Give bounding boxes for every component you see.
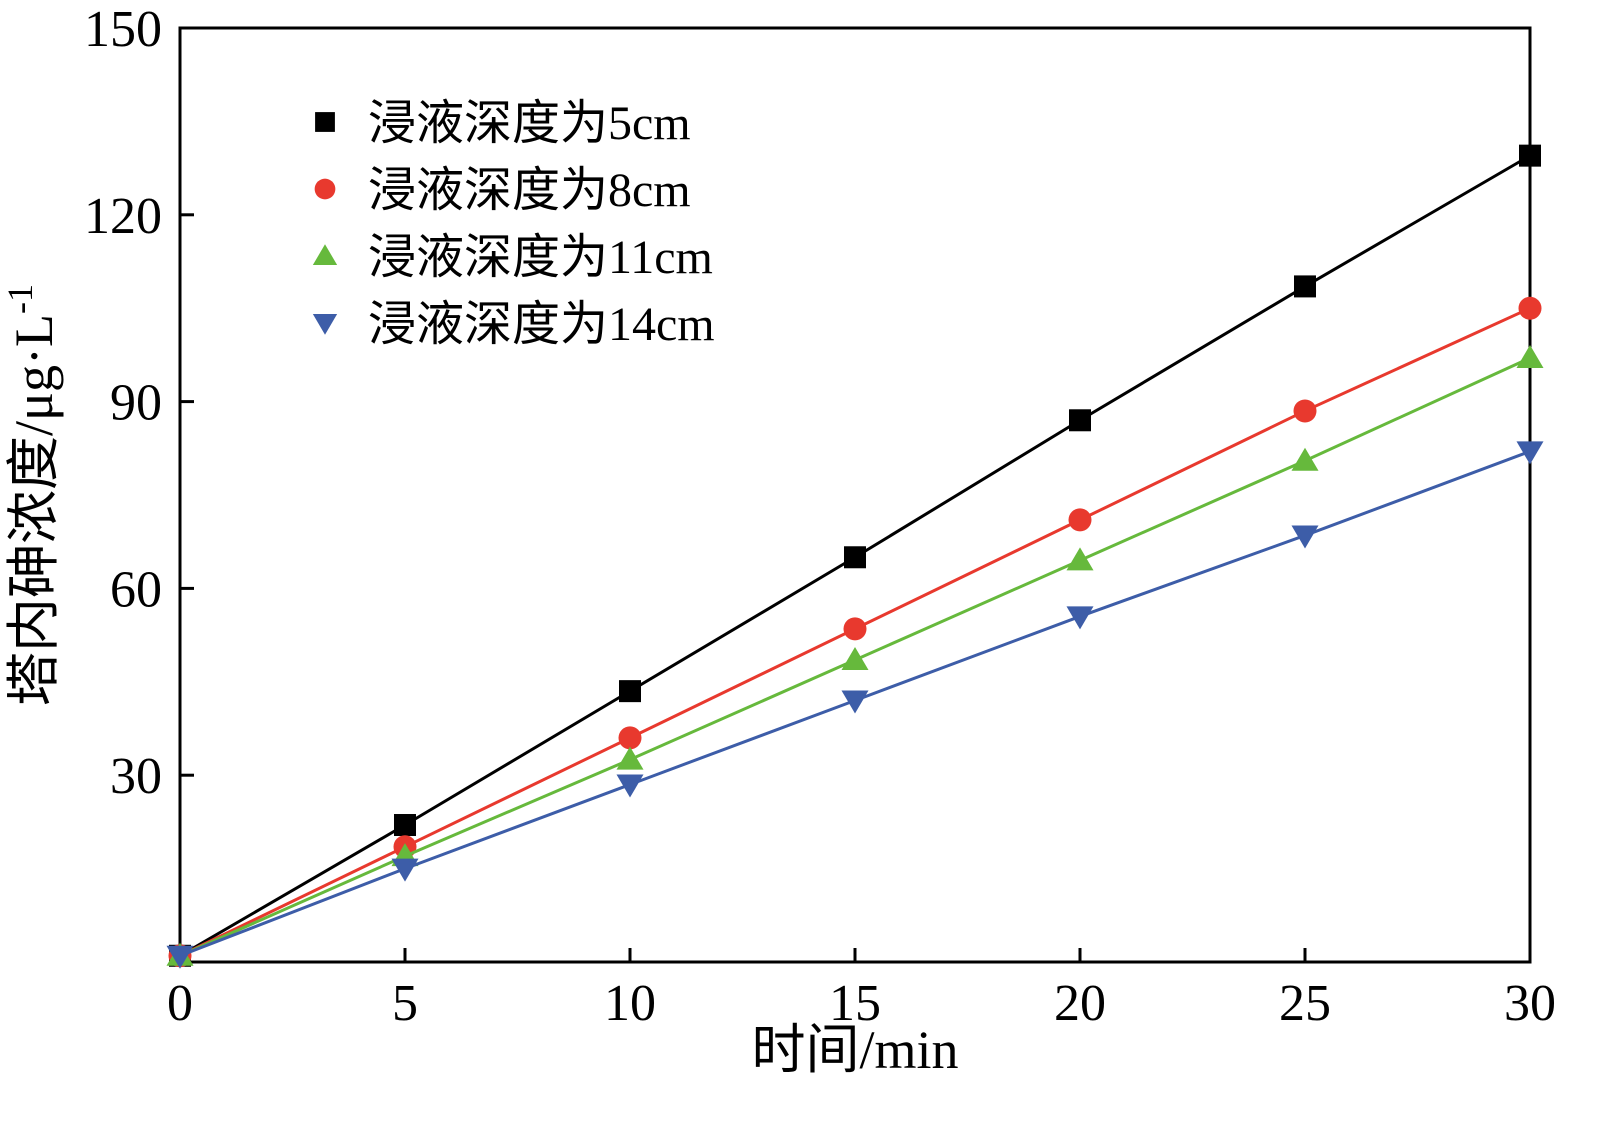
legend-label: 浸液深度为5cm <box>368 97 691 150</box>
x-tick-label: 15 <box>829 975 881 1032</box>
triangle-up-marker <box>616 746 644 770</box>
triangle-down-marker <box>616 774 644 798</box>
series-3 <box>166 441 1544 969</box>
circle-marker <box>1293 399 1317 423</box>
legend-label: 浸液深度为11cm <box>368 231 713 284</box>
legend-entry-0: 浸液深度为5cm <box>315 97 691 150</box>
legend-label: 浸液深度为8cm <box>368 164 691 217</box>
triangle-up-marker <box>1066 547 1094 571</box>
series-1 <box>168 296 1542 968</box>
circle-marker <box>1068 508 1092 532</box>
triangle-up-marker <box>841 647 869 671</box>
x-tick-label: 5 <box>392 975 418 1032</box>
circle-marker <box>314 178 336 200</box>
triangle-up-marker <box>1291 447 1319 471</box>
triangle-down-marker <box>391 858 419 882</box>
series-0 <box>169 144 1541 967</box>
x-axis: 0 5 10 15 20 25 30 <box>167 948 1556 1032</box>
legend-label: 浸液深度为14cm <box>368 298 715 351</box>
series-2 <box>166 345 1544 966</box>
legend: 浸液深度为5cm 浸液深度为8cm 浸液深度为11cm 浸液深度为14cm <box>312 97 715 351</box>
square-marker <box>1294 275 1316 298</box>
square-marker <box>619 680 641 703</box>
square-marker <box>844 546 866 569</box>
circle-marker <box>618 726 642 750</box>
triangle-down-marker <box>1291 525 1319 549</box>
y-tick-label: 90 <box>110 375 162 432</box>
circle-marker <box>1518 296 1542 320</box>
y-axis: 30 60 90 120 150 <box>84 1 194 805</box>
y-axis-title: 塔内砷浓度/μg·L-1 <box>0 284 64 706</box>
x-tick-label: 25 <box>1279 975 1331 1032</box>
triangle-up-marker <box>1516 345 1544 369</box>
triangle-down-marker <box>1066 606 1094 630</box>
triangle-down-marker <box>1516 441 1544 465</box>
legend-entry-3: 浸液深度为14cm <box>312 298 715 351</box>
legend-entry-2: 浸液深度为11cm <box>312 231 713 284</box>
triangle-down-marker <box>166 945 194 969</box>
legend-entry-1: 浸液深度为8cm <box>314 164 691 217</box>
square-marker <box>1519 144 1541 167</box>
x-tick-label: 10 <box>604 975 656 1032</box>
triangle-down-marker <box>841 690 869 714</box>
y-tick-label: 150 <box>84 1 162 58</box>
x-axis-title: 时间/min <box>751 1020 958 1080</box>
triangle-up-marker <box>312 244 338 265</box>
square-marker <box>1069 409 1091 432</box>
square-marker <box>394 814 416 837</box>
x-tick-label: 30 <box>1504 975 1556 1032</box>
y-tick-label: 30 <box>110 748 162 805</box>
y-tick-label: 60 <box>110 561 162 618</box>
square-marker <box>315 112 335 132</box>
circle-marker <box>843 617 867 641</box>
triangle-down-marker <box>312 314 338 335</box>
y-tick-label: 120 <box>84 188 162 245</box>
x-tick-label: 0 <box>167 975 193 1032</box>
x-tick-label: 20 <box>1054 975 1106 1032</box>
